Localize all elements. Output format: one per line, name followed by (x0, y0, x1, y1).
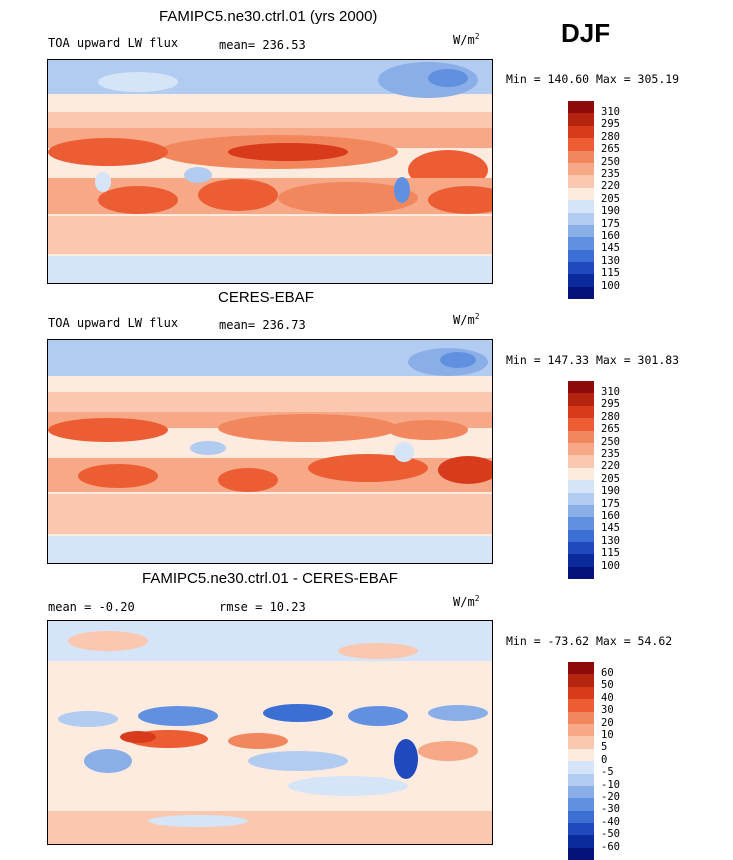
panel-obs-variable-label: TOA upward LW flux (48, 316, 179, 330)
colorbar-tick: -30 (601, 803, 620, 815)
colorbar-tick: -10 (601, 779, 620, 791)
colorbar-tick: 60 (601, 667, 614, 679)
panel-model-variable-label: TOA upward LW flux (48, 36, 179, 50)
colorbar-tick: 220 (601, 460, 620, 472)
panel-diff-rmse: rmse = 10.23 (219, 600, 306, 614)
panel-diff-minmax: Min = -73.62 Max = 54.62 (506, 634, 673, 648)
colorbar-tick: 5 (601, 741, 608, 753)
colorbar-tick: 190 (601, 485, 620, 497)
colorbar-tick: 220 (601, 180, 620, 192)
colorbar-tick: 130 (601, 255, 620, 267)
colorbar-tick: 115 (601, 267, 620, 279)
colorbar-tick: 280 (601, 131, 620, 143)
colorbar-tick: 100 (601, 560, 620, 572)
colorbar-tick: -40 (601, 816, 620, 828)
panel-diff-title: FAMIPC5.ne30.ctrl.01 - CERES-EBAF (142, 570, 398, 587)
colorbar-tick: 10 (601, 729, 614, 741)
colorbar-tick: 30 (601, 704, 614, 716)
colorbar-tick: 310 (601, 106, 620, 118)
colorbar-tick: 145 (601, 242, 620, 254)
panel-obs-mean: mean= 236.73 (219, 318, 306, 332)
colorbar-tick: 175 (601, 498, 620, 510)
colorbar-tick: 205 (601, 193, 620, 205)
panel-obs-title: CERES-EBAF (218, 289, 314, 306)
panel-diff-colorbar (568, 662, 594, 860)
panel-model-mean: mean= 236.53 (219, 38, 306, 52)
panel-diff-mean: mean = -0.20 (48, 600, 135, 614)
colorbar-tick: 190 (601, 205, 620, 217)
colorbar-tick: 235 (601, 448, 620, 460)
colorbar-tick: 40 (601, 692, 614, 704)
panel-model-units: W/m2 (453, 32, 480, 47)
colorbar-tick: 20 (601, 717, 614, 729)
panel-model-minmax: Min = 140.60 Max = 305.19 (506, 72, 680, 86)
panel-obs-minmax: Min = 147.33 Max = 301.83 (506, 353, 680, 367)
panel-obs-units: W/m2 (453, 312, 480, 327)
colorbar-tick: -5 (601, 766, 614, 778)
panel-obs-map (47, 339, 493, 564)
colorbar-tick: -60 (601, 841, 620, 853)
colorbar-tick: -20 (601, 791, 620, 803)
colorbar-tick: 0 (601, 754, 608, 766)
panel-diff-map (47, 620, 493, 845)
colorbar-tick: 235 (601, 168, 620, 180)
colorbar-tick: 130 (601, 535, 620, 547)
colorbar-tick: -50 (601, 828, 620, 840)
panel-model-colorbar (568, 101, 594, 300)
colorbar-tick: 265 (601, 423, 620, 435)
colorbar-tick: 265 (601, 143, 620, 155)
panel-model-title: FAMIPC5.ne30.ctrl.01 (yrs 2000) (159, 8, 378, 25)
colorbar-tick: 295 (601, 118, 620, 130)
colorbar-tick: 175 (601, 218, 620, 230)
colorbar-tick: 295 (601, 398, 620, 410)
colorbar-tick: 160 (601, 510, 620, 522)
colorbar-tick: 250 (601, 156, 620, 168)
colorbar-tick: 50 (601, 679, 614, 691)
colorbar-tick: 250 (601, 436, 620, 448)
colorbar-tick: 145 (601, 522, 620, 534)
panel-diff-units: W/m2 (453, 594, 480, 609)
season-label: DJF (561, 18, 611, 48)
colorbar-tick: 205 (601, 473, 620, 485)
colorbar-tick: 100 (601, 280, 620, 292)
panel-obs-colorbar (568, 381, 594, 580)
colorbar-tick: 160 (601, 230, 620, 242)
panel-model-map (47, 59, 493, 284)
colorbar-tick: 280 (601, 411, 620, 423)
colorbar-tick: 115 (601, 547, 620, 559)
colorbar-tick: 310 (601, 386, 620, 398)
